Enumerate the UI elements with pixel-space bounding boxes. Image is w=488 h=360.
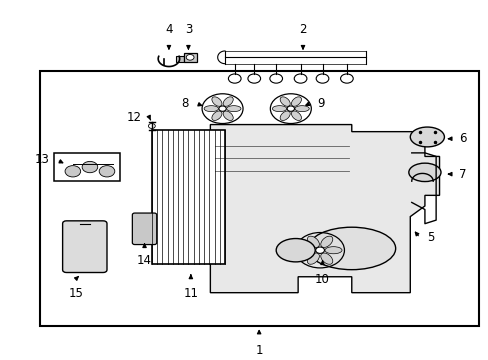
Text: 6: 6 [458,132,466,145]
Text: 5: 5 [427,231,434,244]
Ellipse shape [291,111,301,121]
Text: 13: 13 [35,153,49,166]
Ellipse shape [307,227,395,270]
Text: 1: 1 [255,344,263,357]
Text: 10: 10 [314,273,329,286]
Ellipse shape [226,106,241,112]
Ellipse shape [280,97,290,106]
Ellipse shape [320,253,332,264]
Ellipse shape [223,97,233,106]
Text: 7: 7 [458,168,466,181]
Text: 9: 9 [317,97,325,110]
Circle shape [219,106,226,111]
Ellipse shape [276,239,315,262]
Circle shape [65,166,81,177]
Circle shape [286,106,294,111]
Circle shape [186,54,194,60]
Ellipse shape [211,97,222,106]
Ellipse shape [325,247,341,254]
Ellipse shape [320,236,332,247]
Bar [176,56,183,62]
Bar [183,53,196,62]
FancyBboxPatch shape [132,213,157,244]
Ellipse shape [223,111,233,121]
Ellipse shape [203,106,218,112]
Text: 3: 3 [184,23,192,36]
Bar [40,72,478,326]
Text: 8: 8 [181,97,188,110]
Bar [152,130,224,264]
Circle shape [148,123,155,129]
Ellipse shape [409,127,444,147]
Ellipse shape [298,247,315,254]
Ellipse shape [211,111,222,121]
Ellipse shape [272,106,286,112]
Ellipse shape [307,253,319,264]
Ellipse shape [294,106,308,112]
Ellipse shape [408,163,440,181]
Text: 15: 15 [69,287,83,300]
Ellipse shape [307,236,319,247]
FancyBboxPatch shape [62,221,107,273]
Circle shape [315,247,324,253]
Text: 2: 2 [299,23,306,36]
Ellipse shape [291,97,301,106]
Text: 11: 11 [183,287,198,300]
Circle shape [99,166,115,177]
Circle shape [82,161,98,173]
Ellipse shape [280,111,290,121]
Polygon shape [210,125,439,293]
Bar [54,153,120,181]
Text: 12: 12 [127,111,142,124]
Text: 14: 14 [137,254,152,267]
Text: 4: 4 [165,23,172,36]
